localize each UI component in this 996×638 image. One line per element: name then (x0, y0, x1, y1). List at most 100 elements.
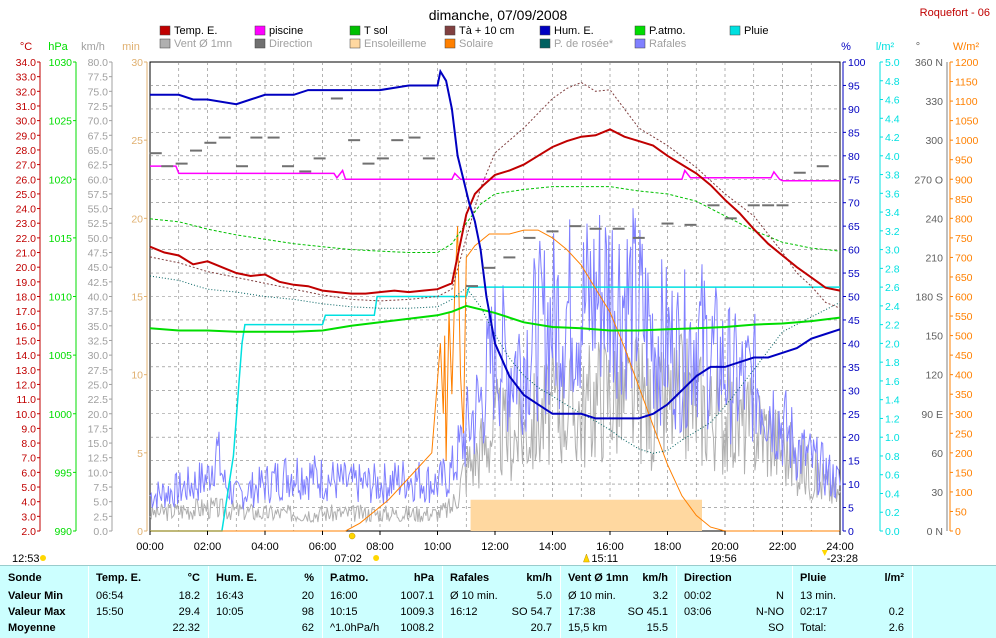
axis-tick-label-temp: 10.0 (16, 409, 37, 421)
axis-tick-label-hum: 40 (848, 338, 860, 350)
axis-tick-label-wind: 45.0 (88, 262, 109, 274)
axis-tick-label-wind: 10.0 (88, 467, 109, 479)
axis-tick-label-wind: 42.5 (88, 277, 109, 289)
axis-tick-label-hum: 15 (848, 456, 860, 468)
weather-chart: dimanche, 07/09/2008 Roquefort - 06 Temp… (12, 7, 990, 565)
axis-tick-label-temp: 17.0 (16, 306, 37, 318)
sunset-time: 19:56 (709, 553, 737, 565)
axis-dir: 0 N 30 60 90 E 120 150 180 S 210 240 270 O 300 330 3… (914, 41, 948, 538)
stats-col-title: Vent Ø 1mn (568, 572, 629, 584)
stats-row-label: Moyenne (8, 622, 56, 634)
axis-tick-label-wind: 52.5 (88, 218, 109, 230)
axis-tick-label-temp: 23.0 (16, 218, 37, 230)
stats-time: 10:05 (216, 606, 244, 618)
legend-label-7: Vent Ø 1mn (174, 38, 232, 50)
axis-tick-label-solar: 1000 (955, 135, 979, 147)
x-tick-label: 12:00 (481, 541, 509, 553)
axis-tick-label-rain: 0.6 (885, 470, 900, 482)
station-name: Roquefort - 06 (920, 7, 990, 19)
axis-patm: 990 995 1000 1005 1010 1015 1020 1025 1030 hPa (48, 41, 77, 538)
legend-label-4: Hum. E. (554, 25, 594, 37)
stats-value: SO 54.7 (511, 606, 552, 618)
axis-tick-label-solar: 1150 (955, 77, 978, 89)
stats-value: 5.0 (536, 590, 552, 602)
axis-tick-label-solar: 450 (955, 350, 973, 362)
axis-tick-label-rain: 1.8 (885, 357, 900, 369)
stats-time: ^1.0hPa/h (330, 622, 380, 634)
axis-tick-label-temp: 33.0 (16, 72, 37, 84)
axis-tick-label-hum: 30 (848, 385, 860, 397)
legend-label-10: Solaire (459, 38, 493, 50)
axis-tick-label-solar: 700 (955, 252, 973, 264)
x-tick-label: 08:00 (366, 541, 394, 553)
axis-unit-dir: ° (916, 41, 920, 53)
stats-row-label: Valeur Max (8, 606, 66, 618)
sunrise-time: 07:02 (334, 553, 362, 565)
legend-label-9: Ensoleilleme (364, 38, 426, 50)
axis-tick-label-rain: 0.4 (885, 488, 900, 500)
stats-col-1: Temp. E. °C 06:54 18.2 15:50 29.4 22.32 (88, 566, 209, 638)
series-temp-e (149, 128, 841, 295)
axis-tick-label-temp: 7.0 (21, 453, 36, 465)
stats-value: 22.32 (172, 622, 200, 634)
axis-tick-label-wind: 75.0 (88, 86, 109, 98)
stats-time: 15,5 km (568, 622, 608, 634)
axis-tick-label-temp: 18.0 (16, 292, 37, 304)
x-tick-label: 04:00 (251, 541, 279, 553)
axis-tick-label-dir: 360 N (915, 57, 943, 69)
x-tick-label: 06:00 (309, 541, 337, 553)
axis-tick-label-solar: 1100 (955, 96, 978, 108)
stats-value: 29.4 (178, 606, 200, 618)
axis-tick-label-hum: 80 (848, 151, 860, 163)
axis-tick-label-solar: 600 (955, 292, 973, 304)
stats-time: 13 min. (800, 590, 837, 602)
stats-value: 1009.3 (400, 606, 434, 618)
axis-tick-label-solar: 250 (955, 428, 973, 440)
legend-label-6: Pluie (744, 25, 768, 37)
stats-col-unit: °C (187, 572, 200, 584)
axis-tick-label-rain: 0.8 (885, 451, 900, 463)
axis-tick-label-patm: 1025 (49, 116, 73, 128)
stats-value: 1007.1 (400, 590, 434, 602)
stats-col-7: Pluie l/m² 13 min. 02:17 0.2 Total: 2.6 (792, 566, 913, 638)
axis-tick-label-hum: 20 (848, 432, 860, 444)
axis-tick-label-wind: 70.0 (88, 116, 109, 128)
legend-label-3: Tà + 10 cm (459, 25, 514, 37)
stats-col-unit: km/h (526, 572, 552, 584)
axis-tick-label-wind: 65.0 (88, 145, 109, 157)
axis-tick-label-rain: 1.4 (885, 395, 900, 407)
axis-tick-label-patm: 1010 (49, 292, 73, 304)
axis-tick-label-solar: 50 (955, 506, 967, 518)
stats-time: Total: (800, 622, 827, 634)
legend-label-0: Temp. E. (174, 25, 217, 37)
series-pluie (150, 286, 840, 532)
legend: Temp. E. piscine T sol Tà + 10 cm Hum. E. P.a… (159, 25, 768, 50)
axis-tick-label-rain: 4.0 (885, 151, 900, 163)
axis-tick-label-hum: 10 (848, 479, 860, 491)
axis-tick-label-ensol: 25 (131, 135, 143, 147)
axis-tick-label-dir: 90 E (921, 409, 943, 421)
axis-tick-label-wind: 37.5 (88, 306, 109, 318)
axis-tick-label-wind: 15.0 (88, 438, 109, 450)
x-tick-label: 10:00 (424, 541, 452, 553)
axis-tick-label-rain: 3.0 (885, 245, 900, 257)
stats-value: 20 (301, 590, 314, 602)
axis-tick-label-solar: 950 (955, 155, 973, 167)
legend-swatch-12 (634, 38, 646, 49)
axis-tick-label-patm: 1015 (49, 233, 73, 245)
legend-label-1: piscine (269, 25, 303, 37)
axis-tick-label-hum: 5 (848, 503, 854, 515)
axis-tick-label-wind: 32.5 (88, 335, 109, 347)
axis-tick-label-patm: 995 (54, 467, 72, 479)
axis-unit-hum: % (841, 41, 851, 53)
stats-value: 2.6 (888, 622, 904, 634)
axis-tick-label-solar: 0 (955, 526, 961, 538)
stats-col-2: Hum. E.% 16:43 20 10:05 98 62 (208, 566, 323, 638)
axis-tick-label-wind: 5.0 (93, 497, 108, 509)
stats-value: 98 (301, 606, 314, 618)
stats-time: 06:54 (96, 590, 124, 602)
axis-tick-label-solar: 800 (955, 213, 973, 225)
axis-tick-label-wind: 62.5 (88, 160, 109, 172)
legend-swatch-10 (444, 38, 456, 49)
axis-tick-label-temp: 4.0 (21, 497, 36, 509)
